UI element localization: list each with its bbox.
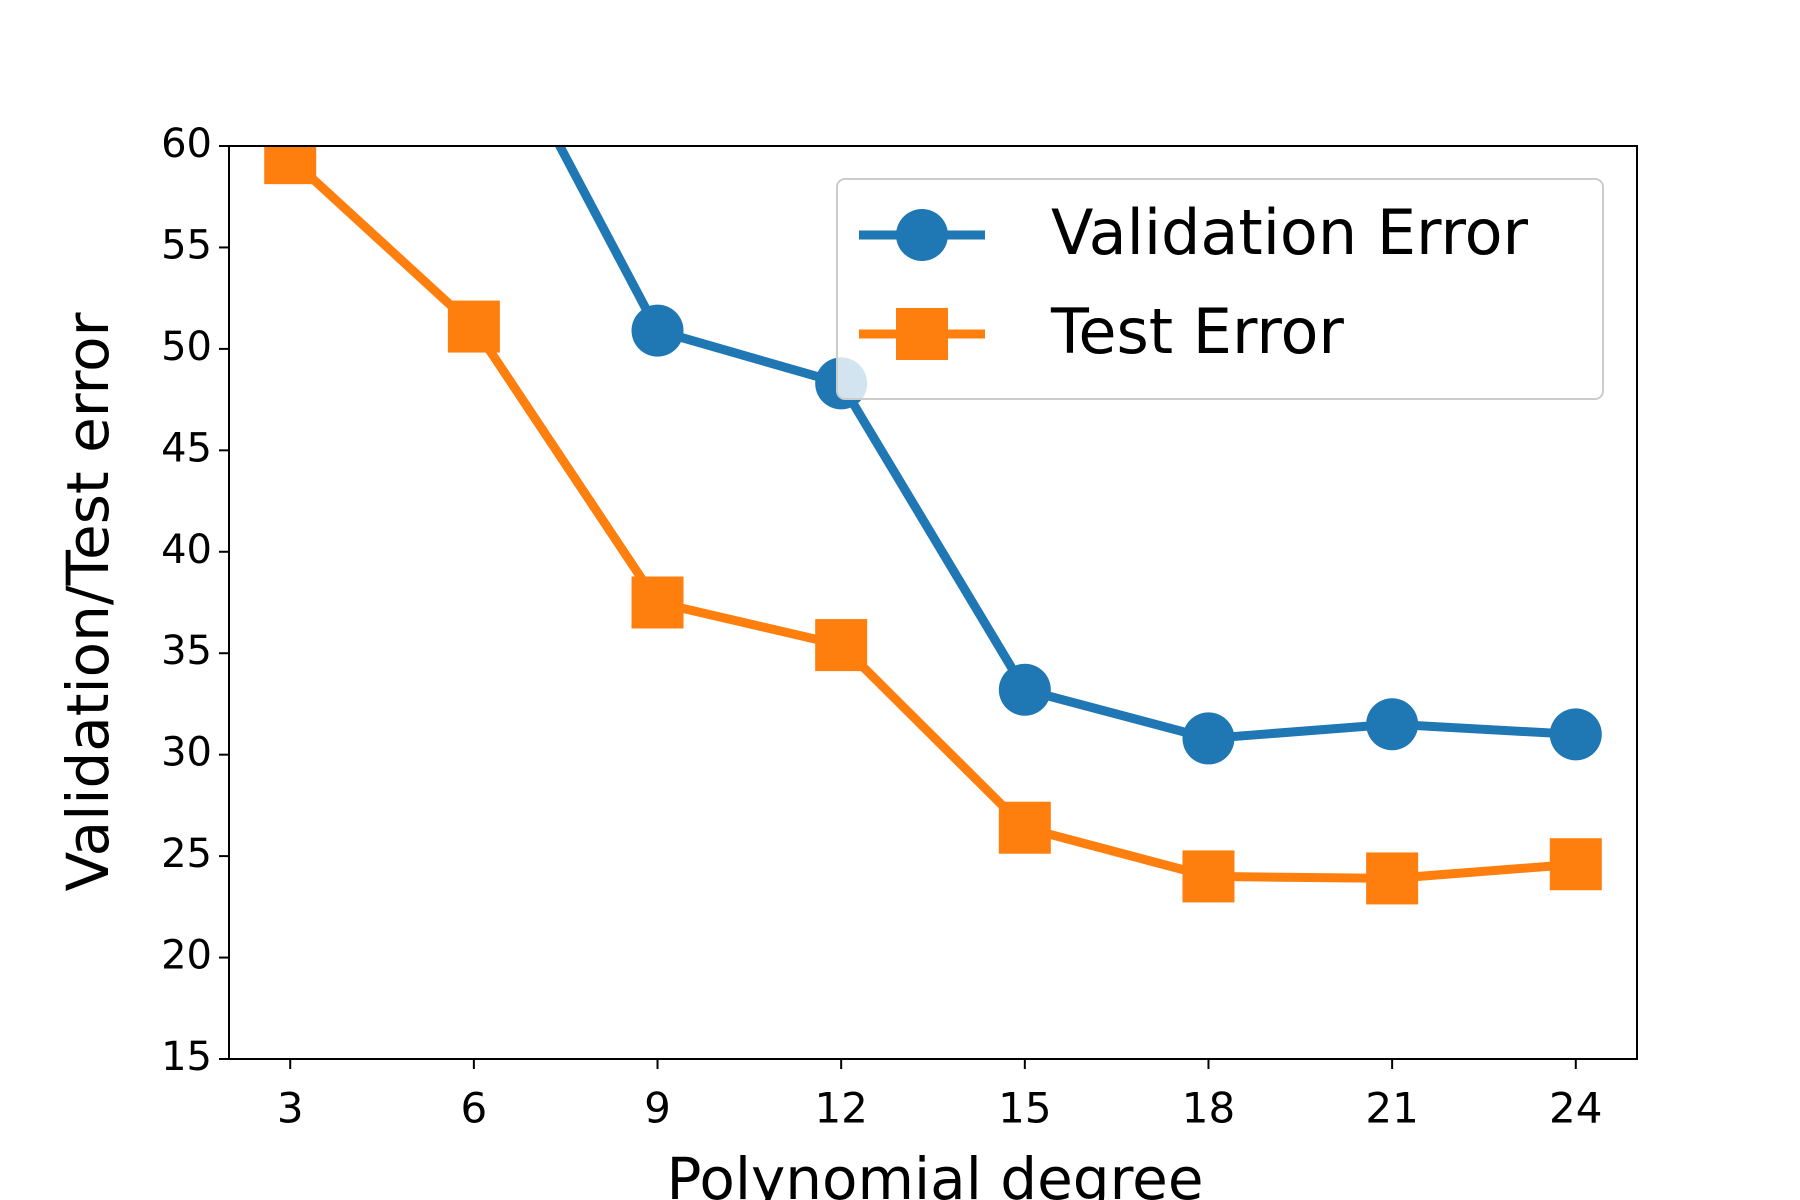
marker [448,0,500,10]
y-tick-label: 20 [161,933,212,979]
y-tick-label: 30 [161,730,212,776]
y-tick-label: 45 [161,425,212,471]
x-tick-label: 21 [1365,1084,1418,1133]
marker [815,619,868,672]
legend-label: Test Error [1050,295,1344,368]
marker [1366,698,1419,751]
marker [998,663,1051,716]
y-tick-label: 50 [161,324,212,370]
marker [447,300,500,353]
marker [1366,852,1419,905]
x-tick-label: 3 [277,1084,304,1133]
y-tick-label: 55 [161,222,212,268]
y-tick-label: 25 [161,831,212,877]
marker [264,146,317,185]
x-tick-label: 24 [1549,1084,1602,1133]
legend: Validation Error Test Error [836,178,1604,400]
y-tick-label: 40 [161,527,212,573]
marker [631,576,684,629]
marker [896,209,948,261]
marker [1182,850,1235,903]
marker [998,801,1051,854]
legend-label: Validation Error [1051,196,1528,269]
x-axis-label: Polynomial degree [666,1145,1203,1200]
marker [631,304,684,357]
legend-frame [836,178,1604,400]
x-tick-label: 9 [644,1084,671,1133]
x-tick-label: 18 [1182,1084,1235,1133]
y-tick-label: 15 [161,1034,212,1080]
x-tick-label: 12 [814,1084,867,1133]
axes-frame [228,145,1638,1060]
plot-area [264,0,1602,905]
marker [1549,708,1602,761]
marker [1182,712,1235,765]
x-tick-label: 6 [461,1084,488,1133]
series-line [554,146,1577,743]
y-tick-label: 60 [161,121,212,167]
marker [1549,838,1602,891]
y-axis-label: Validation/Test error [54,312,122,891]
x-tick-label: 15 [998,1084,1051,1133]
marker [896,308,948,360]
y-tick-label: 35 [161,628,212,674]
series-line [287,154,1577,883]
